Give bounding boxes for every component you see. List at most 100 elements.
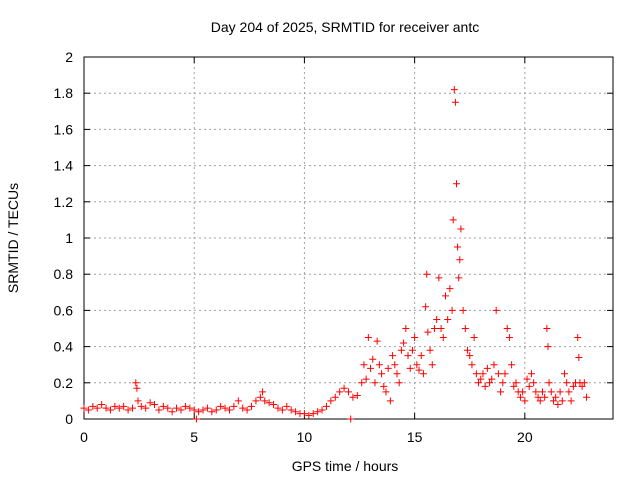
data-point xyxy=(230,402,238,410)
y-tick-label: 0.4 xyxy=(54,339,74,355)
plot-frame xyxy=(83,56,614,420)
data-point xyxy=(552,393,560,401)
data-point xyxy=(261,397,269,405)
data-point xyxy=(115,404,123,412)
data-point xyxy=(349,393,357,401)
data-point xyxy=(80,404,88,412)
tick-labels: 0 5 10 15 20 0 0.2 0.4 0.6 0.8 1 1.2 1.4 1.6 1.8 2 xyxy=(54,49,533,445)
data-point xyxy=(527,370,535,378)
data-point xyxy=(151,401,159,409)
data-point xyxy=(120,402,128,410)
data-point xyxy=(470,334,478,342)
data-point xyxy=(389,352,397,360)
data-point xyxy=(541,393,549,401)
data-point xyxy=(563,379,571,387)
data-point xyxy=(583,393,591,401)
data-point xyxy=(378,370,386,378)
data-point xyxy=(543,325,551,332)
data-point xyxy=(532,388,540,396)
data-point xyxy=(225,406,233,414)
data-point xyxy=(146,399,154,407)
data-point xyxy=(336,388,344,396)
data-point xyxy=(488,375,496,383)
data-point xyxy=(569,382,577,390)
data-point xyxy=(428,361,436,369)
data-point xyxy=(578,382,586,390)
data-point xyxy=(347,415,355,423)
data-point xyxy=(558,397,566,405)
data-point xyxy=(345,388,352,396)
data-point xyxy=(164,404,172,412)
data-point xyxy=(565,388,573,396)
data-point xyxy=(505,334,513,342)
data-point xyxy=(508,361,516,369)
data-point xyxy=(411,334,419,342)
data-point xyxy=(300,410,308,418)
data-point xyxy=(536,397,544,405)
data-point xyxy=(155,406,163,414)
data-point xyxy=(248,402,256,410)
data-point xyxy=(397,346,405,354)
x-tick-label: 5 xyxy=(190,429,198,445)
data-point xyxy=(252,397,260,405)
data-point xyxy=(173,404,181,412)
data-point xyxy=(384,364,392,372)
y-tick-label: 0 xyxy=(65,411,73,427)
data-point xyxy=(477,375,485,383)
data-point xyxy=(380,382,388,390)
data-point xyxy=(406,364,414,372)
x-tick-label: 10 xyxy=(297,429,313,445)
data-point xyxy=(503,325,511,332)
data-point xyxy=(137,402,145,410)
data-point xyxy=(424,328,432,336)
data-point xyxy=(195,408,203,416)
data-point xyxy=(331,393,339,401)
data-point xyxy=(419,370,427,378)
data-point xyxy=(538,388,546,396)
data-point xyxy=(265,399,273,407)
data-point xyxy=(512,379,520,387)
data-point xyxy=(327,397,335,405)
data-point xyxy=(395,379,403,387)
data-point xyxy=(283,402,291,410)
x-tick-label: 20 xyxy=(517,429,533,445)
data-point xyxy=(441,292,449,300)
data-point xyxy=(456,256,464,264)
data-point xyxy=(305,411,313,419)
data-point xyxy=(580,379,588,387)
data-point xyxy=(549,397,557,405)
data-point xyxy=(208,408,216,416)
data-point xyxy=(457,225,465,233)
data-point xyxy=(89,402,97,410)
data-point xyxy=(400,339,408,347)
data-point xyxy=(190,406,198,414)
data-point xyxy=(128,404,136,412)
data-point xyxy=(142,404,150,412)
data-point xyxy=(472,370,480,378)
data-point xyxy=(450,86,458,94)
data-point xyxy=(481,382,489,390)
data-point xyxy=(435,274,443,282)
data-point xyxy=(132,379,140,387)
y-axis-label: SRMTID / TECUs xyxy=(5,183,21,293)
data-point xyxy=(523,375,531,383)
grid xyxy=(84,57,613,419)
data-point xyxy=(516,393,524,401)
data-point xyxy=(243,406,251,414)
data-point xyxy=(534,393,542,401)
data-point xyxy=(322,402,330,410)
chart-title: Day 204 of 2025, SRMTID for receiver ant… xyxy=(211,19,479,35)
axis-ticks xyxy=(83,56,613,420)
data-point xyxy=(362,375,370,383)
data-point xyxy=(404,352,412,360)
data-point xyxy=(446,285,454,293)
data-point xyxy=(475,379,483,387)
data-point xyxy=(386,397,394,405)
data-point xyxy=(554,401,562,409)
data-point xyxy=(373,337,381,345)
y-tick-label: 1.6 xyxy=(54,121,74,137)
data-point xyxy=(274,404,282,412)
data-point xyxy=(364,334,372,342)
data-point xyxy=(309,410,317,418)
data-point xyxy=(530,379,538,387)
